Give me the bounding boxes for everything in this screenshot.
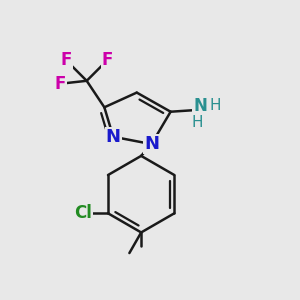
Text: F: F [102, 51, 113, 69]
Text: Cl: Cl [74, 204, 92, 222]
Text: F: F [55, 75, 66, 93]
Text: N: N [106, 128, 121, 146]
Text: H: H [209, 98, 220, 113]
Text: N: N [193, 97, 207, 115]
Text: N: N [144, 135, 159, 153]
Text: F: F [60, 51, 72, 69]
Text: H: H [191, 115, 203, 130]
